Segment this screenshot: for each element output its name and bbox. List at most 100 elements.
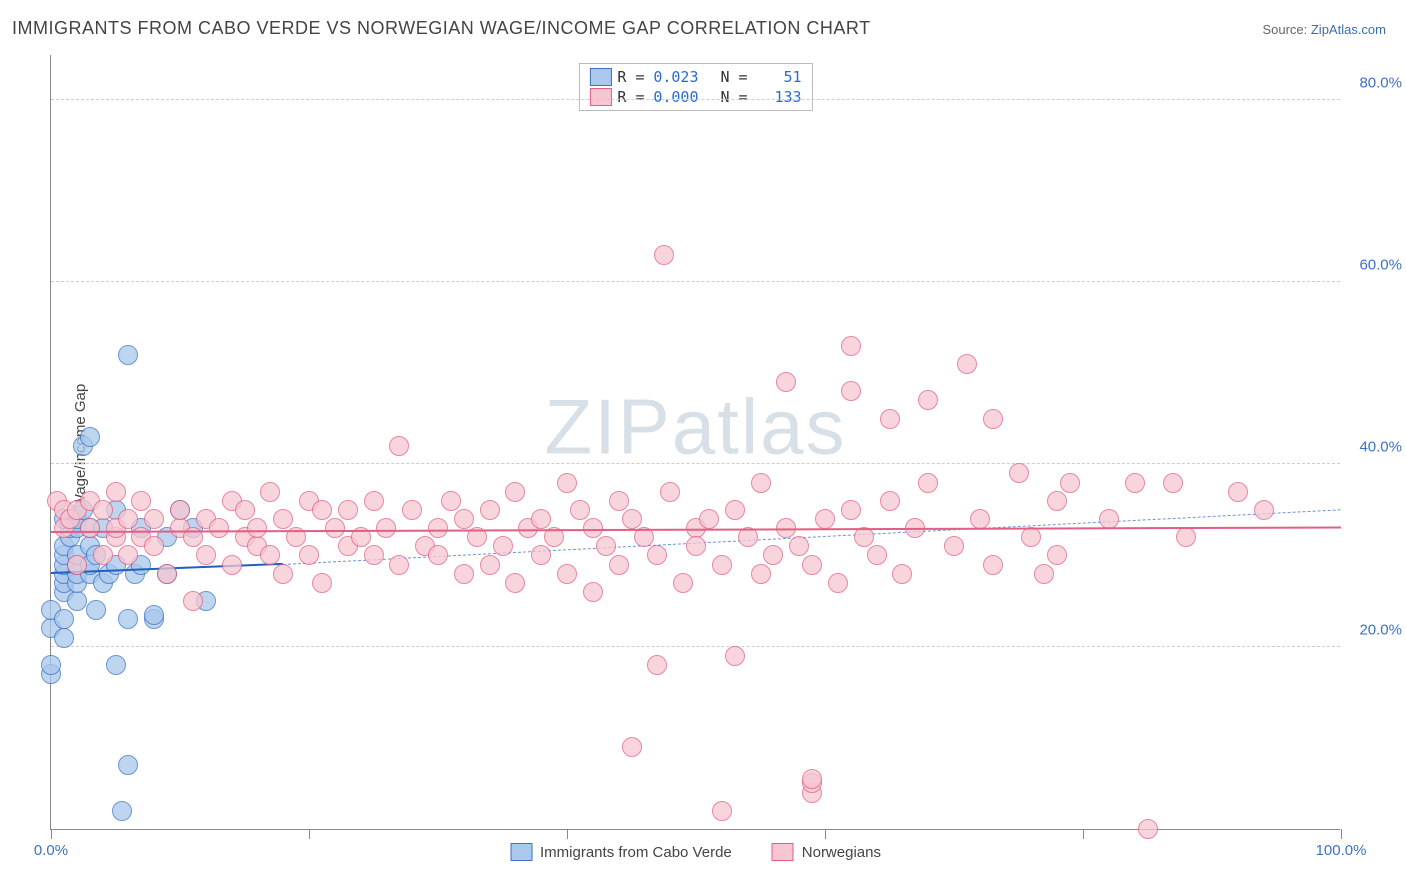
scatter-point bbox=[751, 473, 771, 493]
scatter-point bbox=[983, 555, 1003, 575]
scatter-point bbox=[67, 555, 87, 575]
scatter-point bbox=[654, 245, 674, 265]
y-tick-label: 80.0% bbox=[1359, 74, 1402, 91]
scatter-point bbox=[41, 655, 61, 675]
r-label: R = bbox=[617, 68, 644, 86]
scatter-point bbox=[389, 555, 409, 575]
chart-title: IMMIGRANTS FROM CABO VERDE VS NORWEGIAN … bbox=[12, 18, 871, 39]
scatter-point bbox=[841, 381, 861, 401]
scatter-point bbox=[609, 491, 629, 511]
scatter-point bbox=[1034, 564, 1054, 584]
scatter-point bbox=[1163, 473, 1183, 493]
scatter-point bbox=[93, 545, 113, 565]
stat-row: R =0.023N =51 bbox=[589, 68, 801, 86]
scatter-point bbox=[1047, 545, 1067, 565]
scatter-point bbox=[957, 354, 977, 374]
scatter-point bbox=[622, 509, 642, 529]
scatter-point bbox=[260, 482, 280, 502]
scatter-point bbox=[828, 573, 848, 593]
scatter-point bbox=[118, 509, 138, 529]
legend-swatch bbox=[589, 88, 611, 106]
n-label: N = bbox=[721, 88, 748, 106]
correlation-stat-box: R =0.023N =51R =0.000N =133 bbox=[578, 63, 812, 111]
scatter-point bbox=[1125, 473, 1145, 493]
scatter-point bbox=[222, 555, 242, 575]
scatter-point bbox=[273, 509, 293, 529]
r-value: 0.000 bbox=[651, 88, 699, 106]
scatter-point bbox=[144, 536, 164, 556]
legend-swatch bbox=[589, 68, 611, 86]
y-tick-label: 20.0% bbox=[1359, 621, 1402, 638]
scatter-point bbox=[1254, 500, 1274, 520]
y-tick-label: 60.0% bbox=[1359, 256, 1402, 273]
scatter-point bbox=[67, 591, 87, 611]
scatter-point bbox=[1060, 473, 1080, 493]
n-label: N = bbox=[721, 68, 748, 86]
scatter-point bbox=[557, 564, 577, 584]
scatter-point bbox=[144, 509, 164, 529]
scatter-point bbox=[118, 609, 138, 629]
scatter-point bbox=[235, 500, 255, 520]
scatter-point bbox=[918, 473, 938, 493]
watermark: ZIPatlas bbox=[544, 381, 846, 472]
scatter-point bbox=[80, 427, 100, 447]
scatter-point bbox=[299, 545, 319, 565]
scatter-point bbox=[970, 509, 990, 529]
scatter-point bbox=[583, 582, 603, 602]
scatter-point bbox=[531, 509, 551, 529]
scatter-point bbox=[841, 500, 861, 520]
scatter-point bbox=[54, 609, 74, 629]
scatter-point bbox=[389, 436, 409, 456]
scatter-point bbox=[364, 545, 384, 565]
scatter-point bbox=[880, 491, 900, 511]
scatter-point bbox=[1099, 509, 1119, 529]
scatter-point bbox=[686, 536, 706, 556]
scatter-point bbox=[118, 345, 138, 365]
scatter-point bbox=[815, 509, 835, 529]
scatter-point bbox=[776, 372, 796, 392]
x-tick bbox=[1083, 829, 1084, 839]
source-prefix: Source: bbox=[1262, 22, 1310, 37]
scatter-point bbox=[106, 655, 126, 675]
scatter-point bbox=[699, 509, 719, 529]
scatter-point bbox=[789, 536, 809, 556]
scatter-point bbox=[531, 545, 551, 565]
legend-swatch bbox=[510, 843, 532, 861]
scatter-point bbox=[622, 737, 642, 757]
scatter-point bbox=[118, 545, 138, 565]
scatter-point bbox=[480, 555, 500, 575]
scatter-point bbox=[480, 500, 500, 520]
scatter-point bbox=[570, 500, 590, 520]
scatter-point bbox=[325, 518, 345, 538]
x-tick bbox=[825, 829, 826, 839]
legend-label: Immigrants from Cabo Verde bbox=[540, 844, 732, 861]
r-label: R = bbox=[617, 88, 644, 106]
x-tick bbox=[51, 829, 52, 839]
legend-label: Norwegians bbox=[802, 844, 881, 861]
scatter-point bbox=[841, 336, 861, 356]
scatter-point bbox=[273, 564, 293, 584]
scatter-point bbox=[428, 518, 448, 538]
gridline bbox=[51, 99, 1340, 100]
scatter-point bbox=[106, 482, 126, 502]
legend-swatch bbox=[772, 843, 794, 861]
scatter-point bbox=[402, 500, 422, 520]
scatter-point bbox=[428, 545, 448, 565]
scatter-point bbox=[247, 518, 267, 538]
scatter-point bbox=[364, 491, 384, 511]
source-link[interactable]: ZipAtlas.com bbox=[1311, 22, 1386, 37]
scatter-point bbox=[609, 555, 629, 575]
scatter-point bbox=[918, 390, 938, 410]
scatter-point bbox=[376, 518, 396, 538]
scatter-point bbox=[854, 527, 874, 547]
n-value: 133 bbox=[754, 88, 802, 106]
x-tick bbox=[567, 829, 568, 839]
scatter-point bbox=[505, 482, 525, 502]
scatter-point bbox=[112, 801, 132, 821]
scatter-point bbox=[1009, 463, 1029, 483]
scatter-point bbox=[312, 500, 332, 520]
scatter-point bbox=[892, 564, 912, 584]
scatter-point bbox=[712, 555, 732, 575]
chart-plot-area: ZIPatlas R =0.023N =51R =0.000N =133 Imm… bbox=[50, 55, 1340, 830]
scatter-point bbox=[802, 769, 822, 789]
